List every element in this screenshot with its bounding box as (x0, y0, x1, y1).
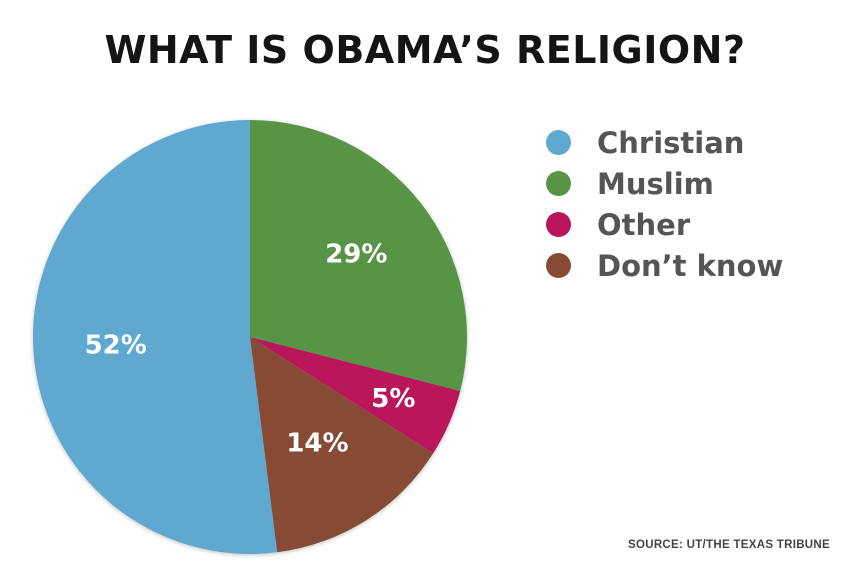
legend-swatch-icon (546, 212, 571, 237)
slice-label-muslim: 29% (325, 240, 387, 270)
legend: Christian Muslim Other Don’t know (546, 122, 783, 286)
pie-slice-don-t-know (250, 337, 434, 553)
legend-label: Christian (597, 125, 745, 160)
legend-label: Don’t know (597, 248, 784, 283)
pie-slice-other (250, 337, 461, 454)
pie-slice-muslim (250, 120, 468, 391)
legend-item-don-t-know: Don’t know (546, 245, 783, 286)
legend-label: Other (597, 207, 691, 242)
source-note: SOURCE: UT/THE TEXAS TRIBUNE (628, 539, 830, 551)
legend-item-other: Other (546, 204, 783, 245)
pie-slice-christian (32, 120, 278, 554)
legend-swatch-icon (546, 253, 571, 278)
legend-item-christian: Christian (546, 122, 783, 163)
slice-label-christian: 52% (85, 330, 147, 360)
legend-swatch-icon (546, 130, 571, 155)
legend-swatch-icon (546, 171, 571, 196)
legend-label: Muslim (597, 166, 714, 201)
chart-title: WHAT IS OBAMA’S RELIGION? (104, 28, 746, 72)
slice-label-don-t-know: 14% (286, 428, 348, 458)
legend-item-muslim: Muslim (546, 163, 783, 204)
slice-label-other: 5% (371, 384, 415, 414)
